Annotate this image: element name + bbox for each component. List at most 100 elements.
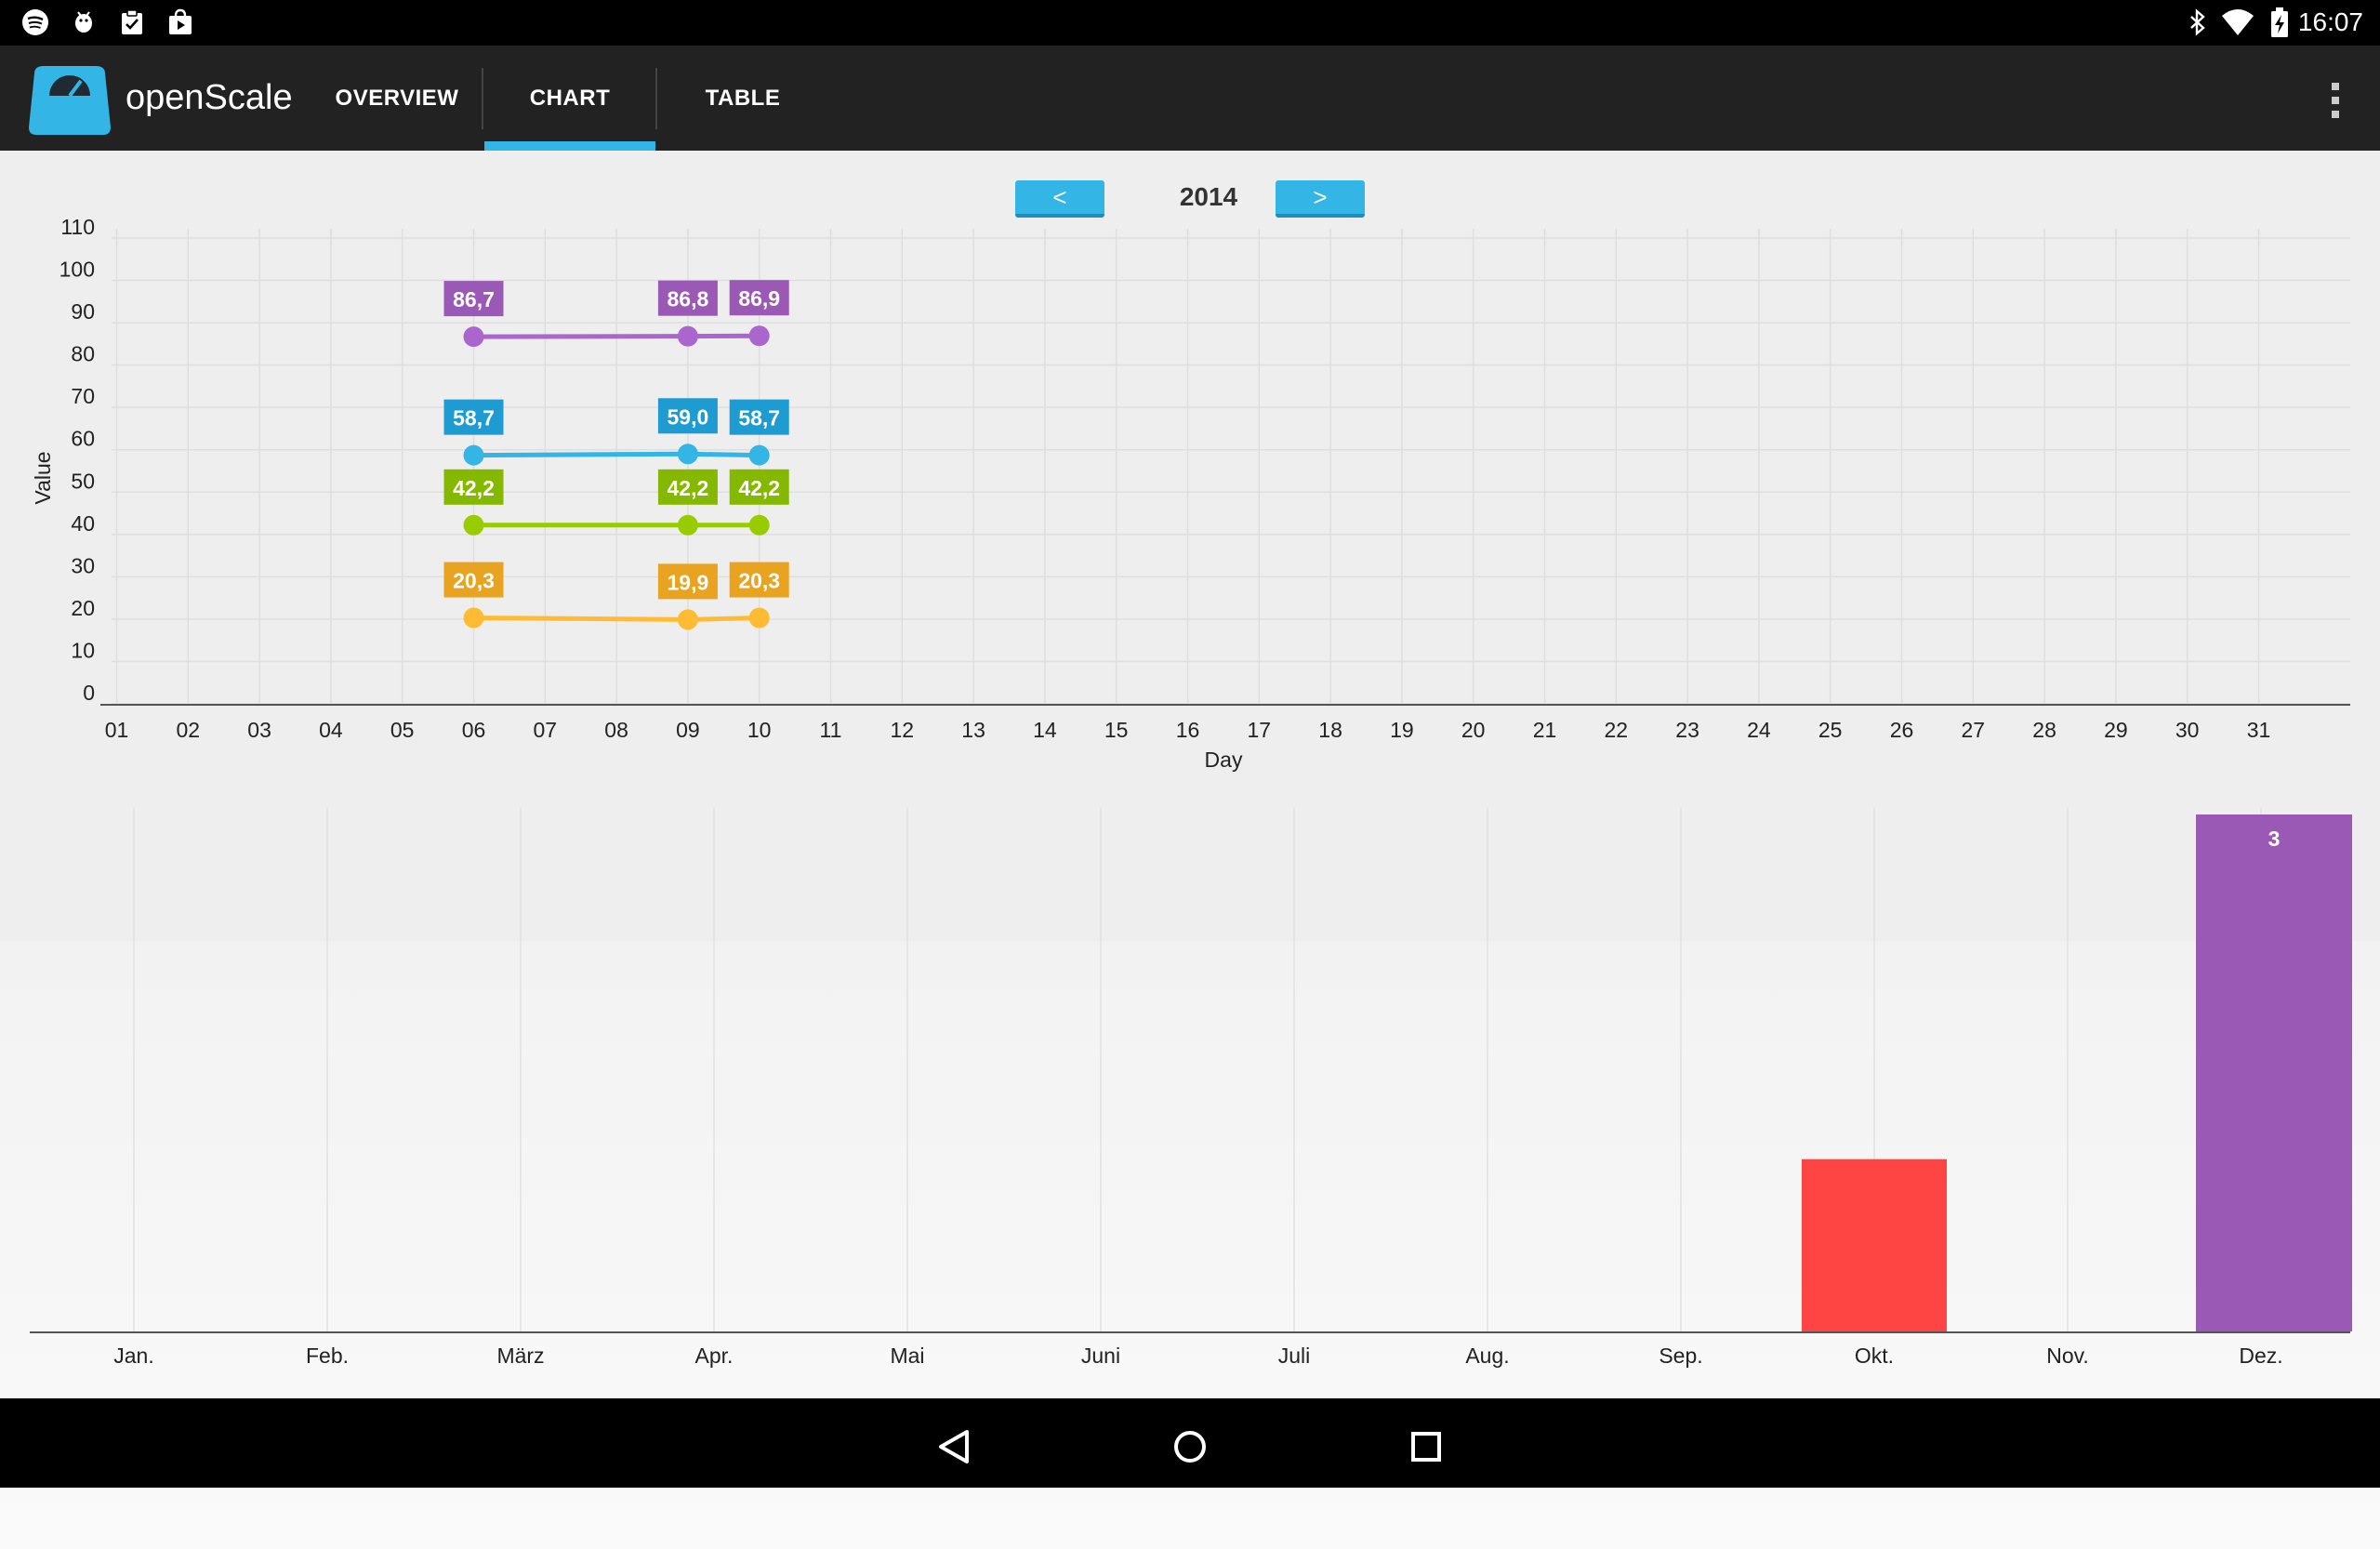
x-tick-label: 23 bbox=[1675, 718, 1699, 742]
series-line-fat bbox=[473, 616, 760, 622]
prev-year-button[interactable]: < bbox=[1015, 180, 1104, 218]
y-axis-label: Value bbox=[31, 451, 55, 504]
spotify-icon bbox=[20, 7, 50, 37]
x-tick-label: 03 bbox=[247, 718, 271, 742]
x-tick-label: 06 bbox=[462, 718, 486, 742]
data-label-weight: 86,9 bbox=[738, 286, 780, 311]
y-tick-label: 100 bbox=[60, 258, 95, 282]
play-store-icon bbox=[165, 7, 195, 37]
data-label-muscle: 42,2 bbox=[453, 476, 495, 500]
x-tick-label: Jan. bbox=[113, 1344, 153, 1368]
x-tick-label: 31 bbox=[2247, 718, 2271, 742]
x-tick-label: Juni bbox=[1081, 1344, 1120, 1368]
y-tick-label: 30 bbox=[71, 553, 95, 577]
tab-chart-label: CHART bbox=[529, 85, 611, 111]
x-tick-label: 15 bbox=[1104, 718, 1129, 742]
series-line-weight bbox=[473, 333, 760, 339]
x-tick-label: 02 bbox=[177, 718, 201, 742]
x-tick-label: 20 bbox=[1461, 718, 1486, 742]
tab-chart[interactable]: CHART bbox=[484, 46, 655, 151]
x-tick-label: 16 bbox=[1176, 718, 1200, 742]
y-tick-label: 20 bbox=[71, 596, 95, 620]
x-tick-label: März bbox=[496, 1344, 544, 1368]
status-time: 16:07 bbox=[2297, 7, 2363, 36]
bluetooth-icon bbox=[2183, 7, 2213, 37]
data-label-weight: 86,7 bbox=[453, 287, 495, 311]
data-label-box-water bbox=[729, 399, 789, 435]
x-tick-label: 05 bbox=[390, 718, 415, 742]
home-icon[interactable] bbox=[1164, 1421, 1216, 1473]
tab-overview-label: OVERVIEW bbox=[335, 85, 459, 111]
tab-selected-indicator bbox=[484, 141, 655, 151]
data-label-muscle: 42,2 bbox=[668, 476, 709, 500]
x-tick-label: 17 bbox=[1248, 718, 1272, 742]
data-label-fat: 20,3 bbox=[738, 569, 780, 593]
x-tick-label: 25 bbox=[1818, 718, 1843, 742]
back-icon[interactable] bbox=[930, 1421, 982, 1473]
tab-table[interactable]: TABLE bbox=[658, 46, 827, 151]
x-tick-label: 19 bbox=[1390, 718, 1414, 742]
recents-icon[interactable] bbox=[1400, 1421, 1452, 1473]
data-label-box-muscle bbox=[657, 469, 718, 505]
x-tick-label: 18 bbox=[1318, 718, 1342, 742]
data-point-water bbox=[748, 444, 770, 466]
data-label-box-weight bbox=[657, 280, 718, 316]
y-tick-label: 40 bbox=[71, 511, 95, 536]
x-tick-label: 27 bbox=[1962, 718, 1986, 742]
data-label-box-water bbox=[443, 399, 504, 435]
data-label-fat: 20,3 bbox=[453, 569, 495, 593]
y-tick-label: 80 bbox=[71, 342, 95, 366]
data-label-box-fat bbox=[657, 563, 718, 600]
line-chart[interactable]: 0 10 20 30 40 50 60 70 80 90 100 110 01 02 03 04 05 06 07 0… bbox=[0, 206, 2380, 801]
data-label-box-weight bbox=[729, 280, 789, 316]
x-tick-label: 10 bbox=[747, 718, 772, 742]
series-line-water bbox=[473, 451, 760, 458]
bar-value-label: 3 bbox=[2268, 827, 2281, 851]
x-tick-label: 01 bbox=[105, 718, 129, 742]
action-bar: openScale OVERVIEW CHART TABLE bbox=[0, 46, 2380, 151]
data-label-water: 58,7 bbox=[453, 406, 495, 430]
data-label-box-fat bbox=[443, 562, 504, 598]
x-tick-label: 08 bbox=[604, 718, 628, 742]
tab-overview[interactable]: OVERVIEW bbox=[312, 46, 482, 151]
x-tick-label: Feb. bbox=[306, 1344, 349, 1368]
x-tick-label: Apr. bbox=[695, 1344, 734, 1368]
clipboard-check-icon bbox=[117, 7, 147, 37]
next-year-button[interactable]: > bbox=[1276, 180, 1365, 218]
x-tick-label: Sep. bbox=[1659, 1344, 1702, 1368]
tab-divider bbox=[655, 68, 657, 129]
data-label-box-fat bbox=[729, 562, 789, 598]
x-tick-label: 11 bbox=[820, 718, 842, 742]
data-label-box-weight bbox=[443, 281, 504, 317]
data-point-water bbox=[463, 444, 484, 466]
tab-divider bbox=[482, 68, 483, 129]
y-tick-label: 50 bbox=[71, 469, 95, 493]
data-point-muscle bbox=[677, 514, 698, 536]
data-point-weight bbox=[748, 325, 770, 347]
data-point-weight bbox=[463, 326, 484, 348]
y-tick-label: 0 bbox=[83, 681, 95, 705]
tab-table-label: TABLE bbox=[705, 85, 781, 111]
battery-charging-icon bbox=[2265, 7, 2294, 37]
data-label-box-muscle bbox=[443, 469, 504, 505]
x-axis-label: Day bbox=[1205, 748, 1243, 772]
wifi-icon bbox=[2220, 7, 2255, 37]
x-tick-label: 12 bbox=[891, 718, 915, 742]
x-tick-label: 29 bbox=[2104, 718, 2128, 742]
x-tick-label: 09 bbox=[676, 718, 700, 742]
x-tick-label: Okt. bbox=[1855, 1344, 1894, 1368]
data-label-weight: 86,8 bbox=[668, 287, 709, 311]
bar-chart[interactable]: Jan. Feb. März Apr. Mai Juni Juli Aug. Sep. Okt. N… bbox=[0, 801, 2380, 1398]
navigation-bar bbox=[0, 1398, 2380, 1488]
android-debug-icon bbox=[69, 7, 99, 37]
data-label-muscle: 42,2 bbox=[738, 476, 780, 500]
x-tick-label: 04 bbox=[319, 718, 343, 742]
overflow-menu-icon[interactable] bbox=[2317, 79, 2354, 124]
x-tick-label: 28 bbox=[2032, 718, 2056, 742]
bar-dez bbox=[2196, 814, 2352, 1331]
chart-content: < 2014 > 0 10 20 30 40 50 60 70 80 90 100 110 01 02 03… bbox=[0, 151, 2380, 1549]
x-tick-label: 13 bbox=[961, 718, 985, 742]
app-logo-icon bbox=[25, 60, 114, 137]
x-tick-label: 24 bbox=[1747, 718, 1771, 742]
y-tick-label: 70 bbox=[71, 384, 95, 408]
